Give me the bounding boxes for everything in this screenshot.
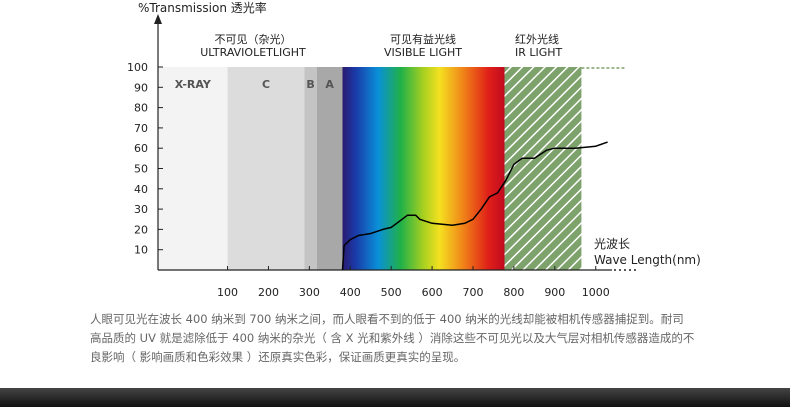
x-axis-label: Wave Length(nm) bbox=[594, 253, 701, 267]
y-tick-label: 90 bbox=[134, 81, 148, 94]
y-tick-label: 80 bbox=[134, 102, 148, 115]
plot: X-RAY C B A 10 20 30 40 50 60 70 80 90 100 100 200 300 40… bbox=[127, 14, 636, 299]
y-tick-label: 60 bbox=[134, 142, 148, 155]
region-label: B bbox=[306, 78, 314, 91]
y-tick-label: 70 bbox=[134, 122, 148, 135]
x-axis-label: 光波长 bbox=[594, 237, 630, 251]
y-tick-label: 40 bbox=[134, 183, 148, 196]
x-tick-label: 500 bbox=[381, 286, 402, 299]
y-tick-label: 30 bbox=[134, 203, 148, 216]
x-tick-label: 200 bbox=[258, 286, 279, 299]
y-axis-label: %Transmission 透光率 bbox=[138, 0, 267, 15]
region bbox=[158, 67, 228, 270]
y-tick-label: 50 bbox=[134, 163, 148, 176]
header: 可见有益光线 bbox=[390, 32, 456, 46]
header: ULTRAVIOLETLIGHT bbox=[200, 46, 306, 59]
x-tick-label: 900 bbox=[544, 286, 565, 299]
region-label: A bbox=[325, 78, 334, 91]
ir-region bbox=[504, 67, 582, 270]
header: IR LIGHT bbox=[515, 46, 563, 59]
visible-spectrum bbox=[342, 67, 505, 270]
description: 良影响（ 影响画质和色彩效果 ）还原真实色彩，保证画质更真实的呈现。 bbox=[90, 350, 465, 364]
x-tick-label: 600 bbox=[422, 286, 443, 299]
region bbox=[316, 67, 343, 270]
y-axis-arrow bbox=[154, 14, 162, 24]
transmission-line bbox=[341, 141, 608, 271]
x-tick-label: 700 bbox=[463, 286, 484, 299]
x-tick-label: 300 bbox=[299, 286, 320, 299]
x-tick-label: 1000 bbox=[582, 286, 610, 299]
header: VISIBLE LIGHT bbox=[384, 46, 462, 59]
footer-bar bbox=[0, 388, 790, 407]
x-tick-label: 800 bbox=[503, 286, 524, 299]
region-label: X-RAY bbox=[175, 78, 212, 91]
header: 红外光线 bbox=[515, 32, 559, 46]
y-tick-label: 10 bbox=[134, 244, 148, 257]
description: 高品质的 UV 就是滤除低于 400 纳米的杂光（ 含 X 光和紫外线 ）消除这… bbox=[90, 331, 695, 345]
region bbox=[227, 67, 305, 270]
x-tick-label: 400 bbox=[340, 286, 361, 299]
y-tick-label: 100 bbox=[127, 61, 148, 74]
header: 不可见（杂光） bbox=[215, 32, 292, 46]
y-tick-label: 20 bbox=[134, 223, 148, 236]
description: 人眼可见光在波长 400 纳米到 700 纳米之间，而人眼看不到的低于 400 … bbox=[90, 312, 684, 326]
region-label: C bbox=[262, 78, 270, 91]
region bbox=[304, 67, 317, 270]
x-tick-label: 100 bbox=[217, 286, 238, 299]
